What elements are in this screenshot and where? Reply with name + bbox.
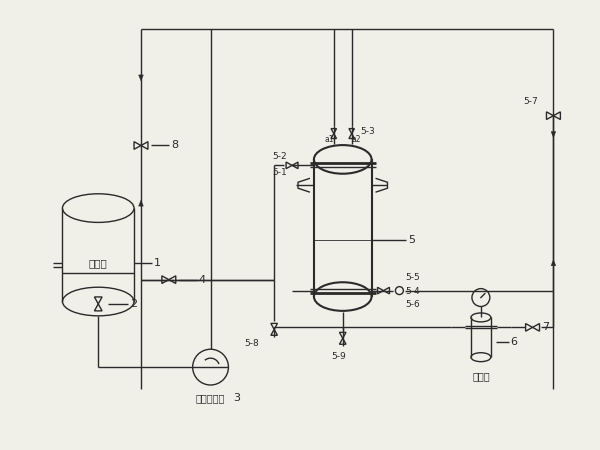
Text: a1: a1: [324, 135, 334, 144]
Text: 8: 8: [171, 140, 178, 150]
Text: 5-8: 5-8: [244, 339, 259, 348]
Text: 储料罐: 储料罐: [89, 258, 107, 268]
Text: 5-7: 5-7: [524, 97, 538, 106]
Text: 3: 3: [233, 393, 241, 403]
Text: 5-1: 5-1: [272, 168, 287, 177]
Text: 5: 5: [409, 235, 415, 245]
Text: 1: 1: [154, 258, 161, 268]
Text: a2: a2: [352, 135, 361, 144]
Text: 7: 7: [542, 322, 550, 333]
Text: 脱水循环泵: 脱水循环泵: [196, 393, 225, 403]
Text: 5-3: 5-3: [361, 127, 376, 136]
Text: 过滤器: 过滤器: [472, 371, 490, 381]
Text: 5-6: 5-6: [406, 300, 420, 309]
Text: 5-4: 5-4: [406, 287, 420, 296]
Text: 5-5: 5-5: [406, 273, 420, 282]
Text: 4: 4: [199, 274, 206, 285]
Polygon shape: [139, 75, 143, 81]
Text: 6: 6: [511, 337, 518, 347]
Text: 2: 2: [130, 299, 137, 309]
Polygon shape: [139, 200, 143, 206]
Text: 5-2: 5-2: [272, 152, 287, 161]
Text: 5-9: 5-9: [331, 352, 346, 361]
Polygon shape: [551, 260, 556, 266]
Polygon shape: [551, 131, 556, 138]
